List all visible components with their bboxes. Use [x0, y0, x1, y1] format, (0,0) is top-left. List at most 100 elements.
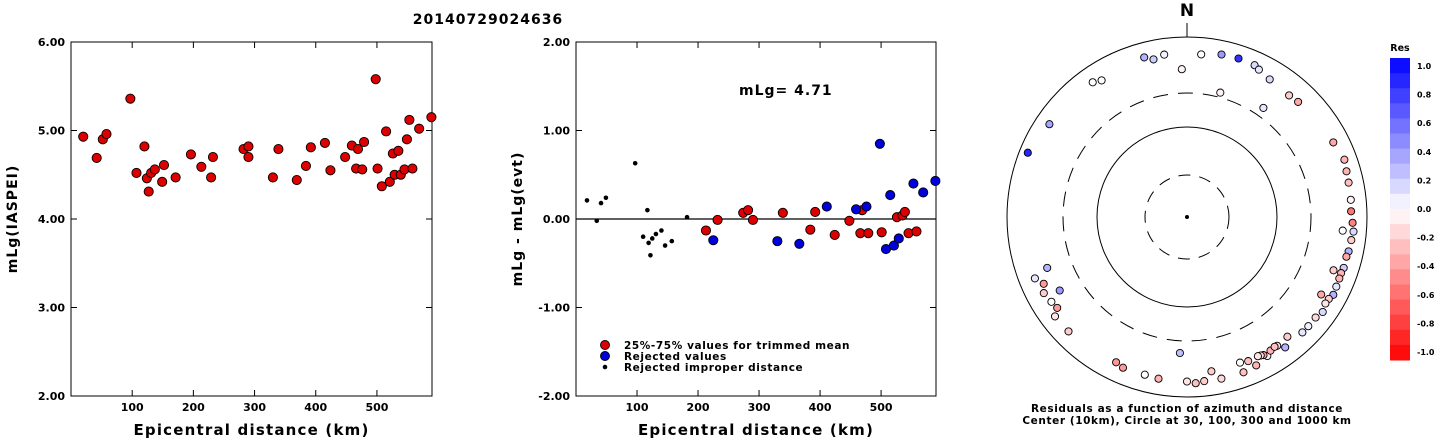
station-residual-point	[1140, 53, 1149, 62]
station-residual-point	[1304, 322, 1313, 331]
legend-marker	[600, 351, 610, 361]
station-residual-point	[1053, 303, 1062, 312]
data-point-rejected	[908, 178, 919, 189]
colorbar-tick-label: 0.8	[1417, 91, 1432, 100]
residual-vs-distance-panel: 100 200 300 400 500 -2.00 -1.00 0.00 1.00 2.00 Epi…	[510, 36, 941, 439]
colorbar-tick-label: -0.2	[1417, 234, 1435, 243]
data-point	[404, 114, 415, 125]
station-residual-point	[1321, 299, 1330, 308]
data-point	[777, 207, 788, 218]
station-residual-point	[1177, 65, 1186, 74]
y-tick-label: 6.00	[38, 36, 65, 49]
data-point	[393, 145, 404, 156]
colorbar-segment	[1390, 118, 1410, 134]
x-tick-label: 500	[365, 401, 388, 414]
colorbar-segment	[1390, 88, 1410, 104]
data-point	[207, 151, 219, 163]
data-point-rejected	[918, 187, 929, 198]
data-point	[157, 176, 168, 187]
polar-caption-line1: Residuals as a function of azimuth and d…	[1031, 403, 1343, 415]
station-residual-point	[1097, 76, 1106, 85]
data-point-rejected	[821, 201, 832, 212]
station-residual-point	[1285, 91, 1294, 100]
station-residual-point	[1216, 88, 1225, 97]
azimuth-residual-polar-panel: N Residuals as a function of azimuth and …	[1006, 1, 1435, 427]
station-residual-point	[1349, 227, 1358, 236]
data-point	[876, 227, 887, 238]
x-tick-label: 200	[687, 401, 710, 414]
data-point	[810, 206, 821, 217]
colorbar-segment	[1390, 163, 1410, 180]
data-point-rejected-distance	[603, 195, 609, 201]
distance-circle-300km	[1062, 92, 1312, 342]
data-point	[372, 163, 383, 174]
data-point-rejected-distance	[632, 160, 638, 166]
data-point	[414, 123, 425, 134]
data-point	[376, 181, 387, 192]
data-point-rejected-distance	[584, 198, 590, 203]
station-residual-point	[1335, 274, 1344, 283]
colorbar-segment	[1390, 148, 1410, 165]
colorbar-tick-label: 0.4	[1417, 148, 1432, 157]
data-point	[401, 134, 412, 145]
magnitude-vs-distance-panel: 100 200 300 400 500 2.00 3.00 4.00 5.00 6.00 Epice…	[5, 36, 437, 439]
station-residual-point	[1039, 279, 1048, 288]
colorbar-segment	[1390, 224, 1410, 240]
data-point	[712, 214, 723, 225]
polar-caption-line2: Center (10km), Circle at 30, 100, 300 an…	[1022, 415, 1351, 427]
station-residual-point	[1347, 236, 1356, 245]
data-point	[370, 74, 381, 85]
data-point	[196, 161, 207, 172]
data-point	[829, 229, 840, 240]
y-tick-label: 0.00	[543, 213, 570, 226]
station-residual-point	[1254, 65, 1263, 74]
station-residual-point	[1283, 332, 1292, 341]
data-point	[863, 228, 874, 239]
distance-circle-100km	[1096, 126, 1278, 308]
data-point	[743, 205, 754, 216]
x-axis-label: Epicentral distance (km)	[133, 421, 369, 439]
data-point-rejected	[861, 201, 872, 212]
x-tick-label: 100	[626, 401, 649, 414]
epicenter-marker	[1185, 215, 1189, 219]
data-point-rejected-distance	[598, 200, 604, 206]
colorbar-tick-label: -1.0	[1417, 348, 1435, 357]
data-point-rejected	[885, 190, 896, 201]
legend-label: Rejected improper distance	[624, 362, 803, 374]
colorbar-tick-label: -0.8	[1417, 319, 1435, 328]
data-point	[125, 93, 136, 104]
data-point	[357, 164, 368, 175]
data-point	[300, 160, 312, 171]
data-point	[273, 144, 284, 155]
mean-magnitude-annotation: mLg= 4.71	[739, 83, 833, 99]
y-tick-label: 2.00	[38, 390, 65, 403]
legend-marker	[600, 340, 610, 350]
colorbar-tick-label: -0.4	[1417, 262, 1435, 271]
colorbar-segment	[1390, 178, 1410, 195]
data-point	[158, 159, 170, 171]
station-residual-point	[1217, 374, 1226, 383]
y-tick-label: 4.00	[38, 213, 65, 226]
station-residual-point	[1244, 357, 1253, 366]
station-residual-point	[1112, 358, 1121, 367]
station-residual-point	[1200, 377, 1209, 386]
data-point	[747, 214, 758, 225]
x-tick-label: 400	[304, 401, 327, 414]
colorbar-tick-label: 1.0	[1417, 62, 1432, 71]
x-tick-label: 200	[182, 401, 205, 414]
station-residual-point	[1253, 352, 1262, 361]
x-axis-label: Epicentral distance (km)	[638, 421, 874, 439]
data-point-rejected	[893, 233, 904, 244]
station-residual-point	[1160, 50, 1169, 59]
x-tick-label: 300	[243, 401, 266, 414]
station-residual-point	[1154, 374, 1163, 383]
plot-frame	[70, 41, 433, 397]
colorbar-segment	[1390, 329, 1410, 346]
station-residual-point	[1023, 148, 1032, 157]
colorbar-segment	[1390, 254, 1410, 270]
station-residual-point	[1045, 120, 1054, 129]
data-point	[243, 141, 254, 152]
station-residual-point	[1118, 363, 1128, 372]
data-point	[91, 152, 102, 163]
y-axis-label: mLg - mLg(evt)	[510, 152, 526, 287]
